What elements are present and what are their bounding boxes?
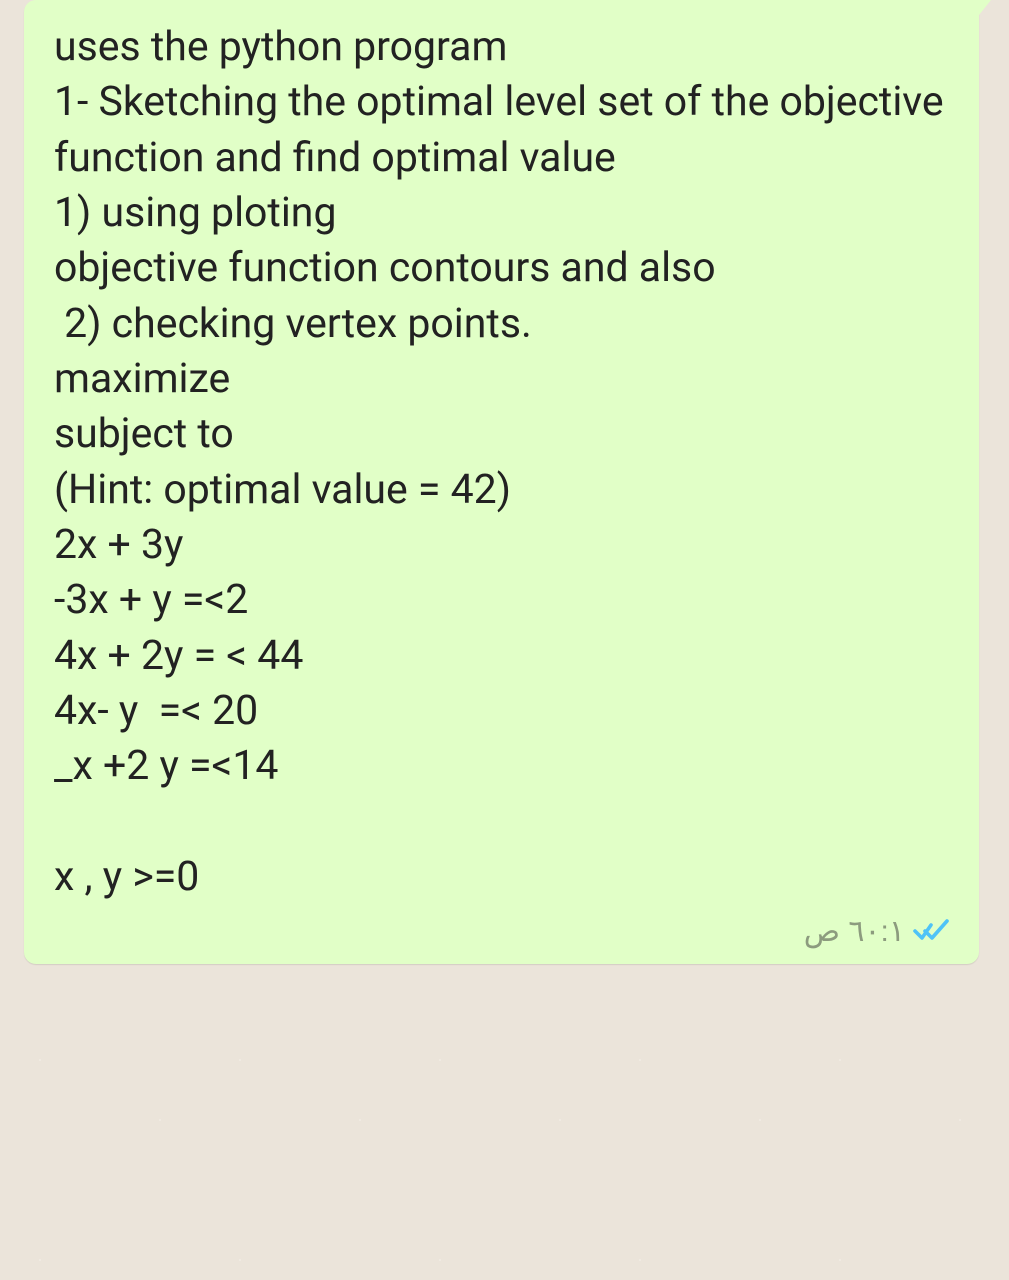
message-meta: ٦٠:١ ص bbox=[54, 914, 949, 949]
outgoing-message-bubble[interactable]: uses the python program 1- Sketching the… bbox=[24, 0, 979, 964]
message-timestamp: ٦٠:١ ص bbox=[804, 914, 905, 949]
read-receipt-icon bbox=[913, 919, 949, 943]
message-text: uses the python program 1- Sketching the… bbox=[54, 20, 949, 906]
